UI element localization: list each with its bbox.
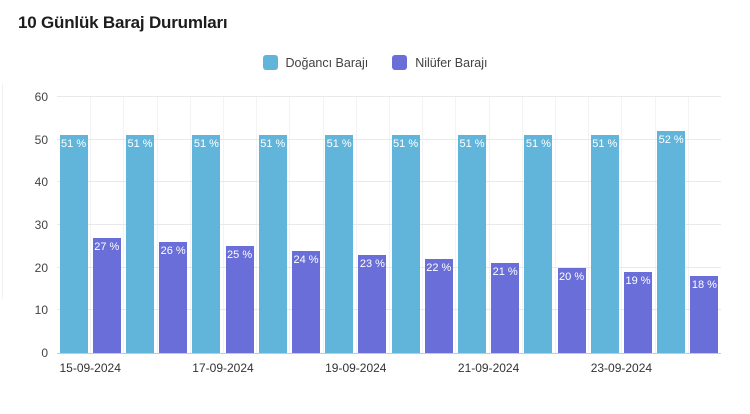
bar-value-label: 19 %	[625, 274, 651, 287]
bar-value-label: 51 %	[326, 138, 352, 151]
vertical-gridline	[123, 97, 125, 353]
vertical-gridline	[156, 97, 158, 353]
legend-swatch-dogancı-icon	[262, 55, 278, 70]
bar-value-label: 20 %	[559, 270, 585, 283]
horizontal-gridline	[57, 138, 721, 140]
bar[interactable]: 21 %	[491, 263, 520, 353]
bar[interactable]: 51 %	[590, 135, 619, 353]
bar-value-label: 51 %	[459, 138, 485, 151]
bar-value-label: 51 %	[260, 138, 286, 151]
x-axis-tick-label: 23-09-2024	[590, 361, 653, 375]
bar-value-label: 23 %	[359, 257, 385, 270]
bar[interactable]: 51 %	[524, 135, 553, 353]
vertical-gridline	[654, 97, 656, 353]
bar-value-label: 51 %	[193, 138, 219, 151]
vertical-gridline	[455, 97, 457, 353]
vertical-gridline	[422, 97, 424, 353]
vertical-gridline	[687, 97, 689, 353]
bar-value-label: 22 %	[426, 262, 452, 275]
y-axis-tick-label: 60	[34, 90, 48, 104]
x-axis-tick-label: 17-09-2024	[192, 361, 254, 375]
bar[interactable]: 19 %	[624, 271, 652, 353]
y-axis-tick-label: 20	[34, 260, 48, 275]
y-axis-tick-label: 40	[34, 175, 48, 190]
bar[interactable]: 51 %	[391, 135, 420, 353]
bar-value-label: 27 %	[94, 240, 120, 253]
x-axis-tick-label: 21-09-2024	[457, 361, 520, 375]
horizontal-gridline	[57, 266, 721, 268]
vertical-gridline	[256, 97, 258, 353]
legend-item-nilüfer-barajı[interactable]: Nilüfer Barajı	[392, 55, 487, 70]
bar[interactable]: 52 %	[657, 131, 686, 353]
vertical-gridline	[90, 97, 92, 353]
bar[interactable]: 27 %	[92, 237, 121, 353]
bar-value-label: 25 %	[227, 249, 253, 262]
vertical-gridline	[322, 97, 324, 353]
legend-label: Doğancı Barajı	[285, 55, 369, 70]
bar[interactable]: 20 %	[557, 267, 586, 353]
vertical-gridline	[189, 97, 191, 353]
bar[interactable]: 51 %	[126, 135, 154, 353]
vertical-gridline	[289, 97, 291, 353]
vertical-gridline	[355, 97, 357, 353]
panel-border	[2, 84, 3, 299]
vertical-gridline	[223, 97, 224, 353]
horizontal-gridline	[57, 224, 721, 225]
vertical-gridline	[488, 97, 490, 353]
bar-value-label: 26 %	[160, 245, 186, 258]
bar[interactable]: 23 %	[358, 254, 387, 353]
bar[interactable]: 24 %	[292, 250, 320, 353]
bar[interactable]: 26 %	[159, 242, 188, 353]
chart-legend: Doğancı Barajı Nilüfer Barajı	[0, 55, 750, 70]
vertical-gridline	[621, 97, 623, 353]
y-axis-tick-label: 10	[34, 303, 48, 318]
vertical-gridline	[555, 97, 556, 353]
bar-value-label: 51 %	[61, 138, 87, 151]
bar[interactable]: 51 %	[258, 135, 287, 353]
bar-value-label: 51 %	[393, 138, 419, 151]
vertical-gridline	[389, 97, 390, 353]
vertical-gridline	[521, 97, 523, 353]
y-axis-tick-label: 0	[41, 346, 48, 360]
bar[interactable]: 18 %	[690, 276, 719, 353]
bar[interactable]: 51 %	[325, 135, 354, 353]
horizontal-gridline	[57, 96, 721, 97]
horizontal-gridline	[57, 309, 721, 311]
x-axis-tick-label: 15-09-2024	[59, 361, 121, 375]
legend-label: Nilüfer Barajı	[415, 55, 488, 70]
legend-swatch-nilüfer-icon	[392, 55, 408, 70]
horizontal-gridline	[57, 181, 721, 183]
bar[interactable]: 51 %	[458, 135, 486, 353]
bar-value-label: 51 %	[592, 138, 618, 151]
plot-area: 51 % 27 % 51 % 26 % 51 % 25 % 51 % 24 % 51 % 23 %…	[57, 96, 721, 354]
bar-value-label: 18 %	[691, 279, 717, 292]
bar-value-label: 51 %	[127, 138, 153, 151]
y-axis-tick-label: 50	[34, 132, 48, 147]
bar-value-label: 24 %	[293, 253, 319, 266]
bar[interactable]: 22 %	[424, 259, 453, 353]
bar[interactable]: 51 %	[192, 135, 221, 353]
bar-value-label: 52 %	[658, 134, 684, 147]
y-axis-tick-label: 30	[34, 218, 48, 232]
x-axis-tick-label: 19-09-2024	[325, 361, 387, 375]
legend-item-dogancı-barajı[interactable]: Doğancı Barajı	[262, 55, 369, 70]
bar-value-label: 51 %	[525, 138, 551, 151]
bar[interactable]: 25 %	[225, 246, 254, 353]
vertical-gridline	[588, 97, 590, 353]
bar-value-label: 21 %	[492, 266, 518, 279]
bar[interactable]: 51 %	[59, 135, 88, 353]
page-title: 10 Günlük Baraj Durumları	[18, 13, 228, 32]
